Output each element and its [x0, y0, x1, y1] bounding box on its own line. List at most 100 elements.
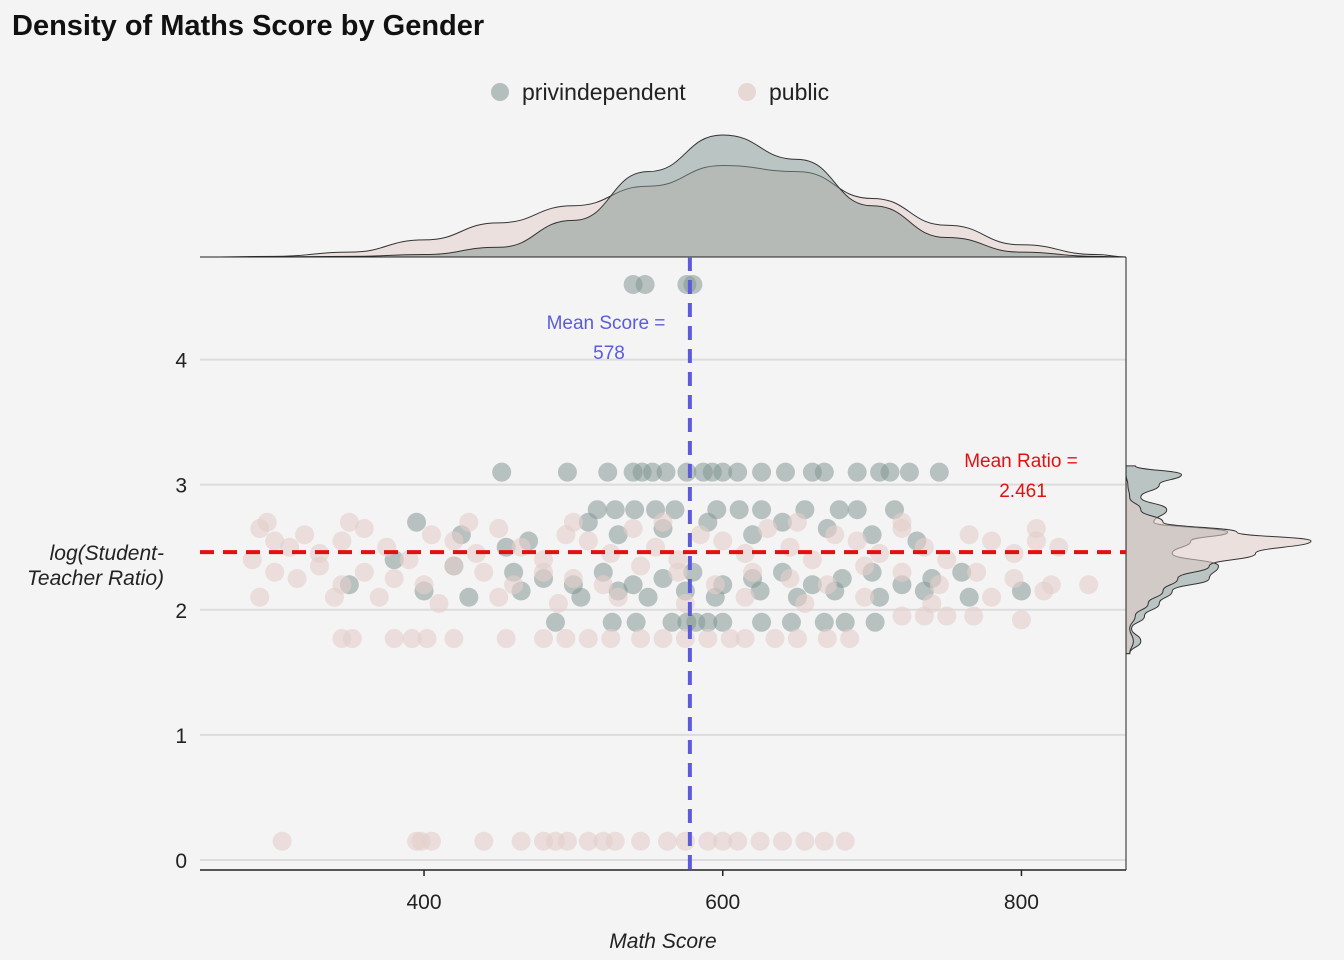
point-public-121 [557, 831, 577, 851]
density-y-public [1125, 465, 1312, 655]
point-privindependent-91 [713, 612, 733, 632]
point-public-103 [631, 629, 651, 649]
point-public-89 [937, 606, 957, 626]
point-public-95 [402, 629, 422, 649]
point-privindependent-1 [635, 275, 655, 295]
point-privindependent-46 [772, 512, 792, 532]
point-public-74 [855, 587, 875, 607]
point-public-18 [623, 518, 643, 538]
y-tick-label-4: 4 [175, 350, 187, 373]
legend-swatch-public [738, 83, 756, 101]
point-privindependent-94 [814, 612, 834, 632]
point-public-110 [787, 629, 807, 649]
point-public-80 [339, 512, 359, 532]
y-axis-title-line1: log(Student- [50, 542, 164, 565]
point-privindependent-24 [929, 462, 949, 482]
point-public-84 [787, 512, 807, 532]
point-public-93 [342, 629, 362, 649]
point-privindependent-23 [899, 462, 919, 482]
point-privindependent-11 [677, 462, 697, 482]
point-public-26 [802, 550, 822, 570]
point-public-10 [444, 531, 464, 551]
point-public-85 [892, 512, 912, 532]
marginal-x-density [199, 134, 1127, 258]
x-axis-ticks: 400 600 800 [407, 870, 1039, 914]
point-privindependent-67 [952, 562, 972, 582]
point-privindependent-90 [698, 612, 718, 632]
marginal-y-density [1125, 257, 1312, 870]
point-privindependent-4 [492, 462, 512, 482]
point-public-39 [265, 562, 285, 582]
point-privindependent-31 [729, 500, 749, 520]
point-public-116 [422, 831, 441, 851]
point-public-127 [675, 831, 695, 851]
point-public-104 [653, 629, 673, 649]
point-privindependent-80 [870, 587, 890, 607]
y-axis-title-line2: Teacher Ratio) [27, 567, 164, 590]
point-public-108 [735, 629, 755, 649]
point-privindependent-93 [781, 612, 801, 632]
point-public-21 [690, 525, 710, 545]
point-public-98 [496, 629, 516, 649]
point-privindependent-57 [653, 569, 673, 589]
point-public-117 [474, 831, 494, 851]
point-privindependent-56 [623, 575, 643, 595]
point-public-106 [698, 629, 718, 649]
point-public-12 [489, 518, 509, 538]
grid-lines [200, 358, 1126, 861]
point-privindependent-77 [750, 581, 770, 601]
point-public-47 [474, 562, 494, 582]
point-public-59 [892, 562, 912, 582]
point-public-16 [578, 531, 598, 551]
y-axis-ticks: 0 1 2 3 4 [175, 350, 187, 873]
y-tick-label-1: 1 [175, 725, 187, 748]
point-public-83 [653, 512, 673, 532]
point-public-65 [324, 587, 344, 607]
point-privindependent-70 [459, 587, 479, 607]
scatter-points [242, 275, 1099, 851]
y-tick-label-2: 2 [175, 600, 187, 623]
point-public-3 [295, 525, 315, 545]
point-privindependent-72 [571, 587, 591, 607]
point-public-87 [892, 606, 912, 626]
point-public-100 [556, 629, 576, 649]
point-public-78 [1079, 575, 1099, 595]
x-tick-label-400: 400 [407, 891, 442, 914]
point-public-44 [384, 569, 404, 589]
point-privindependent-48 [862, 525, 882, 545]
point-public-96 [417, 629, 437, 649]
point-public-1 [265, 531, 285, 551]
point-public-131 [750, 831, 770, 851]
mean-score-label-line2: 578 [593, 343, 625, 364]
mean-ratio-label-line1: Mean Ratio = [964, 451, 1078, 472]
point-public-58 [855, 556, 875, 576]
point-privindependent-95 [835, 612, 855, 632]
point-public-32 [937, 550, 957, 570]
point-public-28 [847, 531, 867, 551]
point-public-66 [369, 587, 389, 607]
point-privindependent-6 [598, 462, 618, 482]
point-public-72 [735, 587, 755, 607]
point-public-40 [287, 569, 307, 589]
point-privindependent-41 [578, 512, 598, 532]
point-public-27 [825, 525, 845, 545]
point-public-109 [765, 629, 785, 649]
legend-label-public: public [769, 79, 829, 105]
point-public-130 [728, 831, 748, 851]
point-public-67 [429, 594, 449, 614]
point-public-99 [534, 629, 554, 649]
point-privindependent-14 [713, 462, 733, 482]
legend-swatch-privindependent [491, 83, 509, 101]
point-privindependent-26 [605, 500, 625, 520]
point-privindependent-96 [865, 612, 885, 632]
point-privindependent-85 [602, 612, 622, 632]
point-privindependent-17 [775, 462, 795, 482]
point-privindependent-45 [743, 525, 763, 545]
point-public-34 [982, 531, 1002, 551]
point-public-49 [534, 562, 554, 582]
point-public-52 [631, 556, 651, 576]
point-public-132 [772, 831, 792, 851]
mean-score-label-line1: Mean Score = [547, 313, 666, 334]
point-public-9 [422, 525, 441, 545]
point-privindependent-92 [752, 612, 772, 632]
